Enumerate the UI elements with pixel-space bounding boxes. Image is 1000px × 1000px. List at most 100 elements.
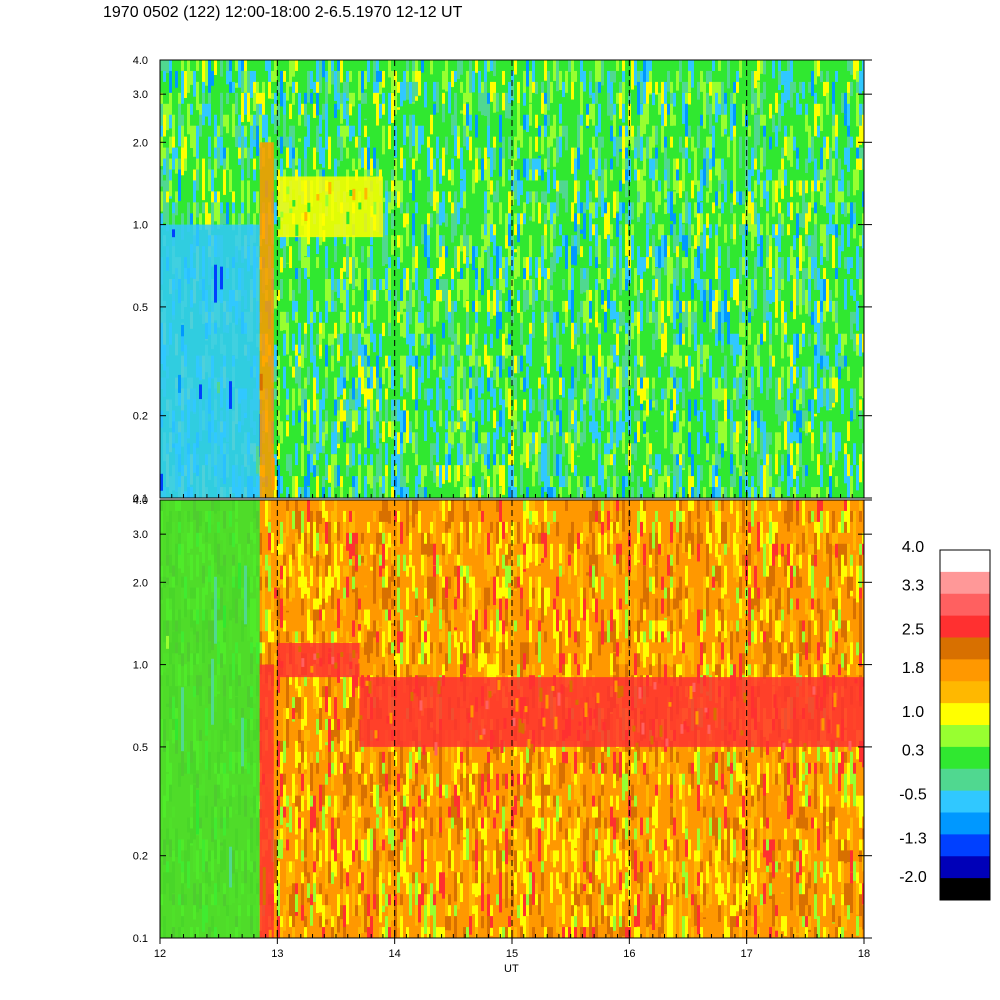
heatmap-cell	[277, 410, 280, 436]
heatmap-cell	[187, 202, 190, 232]
heatmap-cell	[487, 213, 490, 236]
heatmap-cell	[610, 465, 613, 491]
heatmap-cell	[790, 443, 793, 474]
heatmap-cell	[460, 289, 463, 309]
heatmap-cell	[853, 224, 856, 239]
heatmap-cell	[406, 300, 409, 315]
heatmap-cell	[454, 268, 457, 283]
heatmap-cell	[463, 443, 466, 476]
heatmap-cell	[373, 476, 376, 498]
heatmap-cell	[163, 60, 166, 82]
heatmap-cell	[847, 125, 850, 148]
heatmap-cell	[835, 487, 838, 498]
heatmap-cell	[826, 333, 829, 352]
heatmap-cell	[418, 487, 421, 498]
heatmap-cell	[646, 399, 649, 416]
heatmap-cell	[211, 191, 214, 208]
heatmap-cell	[847, 147, 850, 172]
heatmap-cell	[622, 136, 625, 163]
heatmap-cell	[739, 465, 742, 482]
heatmap-cell	[622, 246, 625, 261]
heatmap-cell	[274, 861, 277, 883]
heatmap-cell	[418, 377, 421, 400]
heatmap-cell	[697, 432, 700, 455]
heatmap-cell	[268, 60, 271, 92]
heatmap-cell	[313, 147, 316, 175]
heatmap-cell	[571, 289, 574, 322]
heatmap-cell	[673, 158, 676, 174]
heatmap-cell	[364, 70, 367, 90]
heatmap-cell	[319, 454, 322, 484]
heatmap-cell	[631, 60, 634, 90]
heatmap-cell	[622, 366, 625, 381]
heatmap-cell	[277, 81, 280, 103]
heatmap-cell	[718, 366, 721, 383]
heatmap-cell	[721, 103, 724, 125]
heatmap-cell	[337, 92, 340, 110]
heatmap-cell	[361, 344, 364, 376]
heatmap-cell	[733, 279, 736, 301]
heatmap-cell	[799, 443, 802, 468]
heatmap-cell	[562, 180, 565, 199]
heatmap-cell	[754, 180, 757, 199]
heatmap-cell	[739, 344, 742, 367]
heatmap-cell	[787, 344, 790, 357]
heatmap-cell	[697, 81, 700, 100]
heatmap-cell	[253, 125, 256, 140]
heatmap-cell	[748, 487, 751, 498]
heatmap-cell	[682, 279, 685, 293]
heatmap-cell	[535, 158, 538, 179]
heatmap-cell	[667, 213, 670, 226]
heatmap-cell	[301, 817, 304, 847]
heatmap-cell	[265, 576, 268, 588]
heatmap-cell	[580, 125, 583, 155]
heatmap-cell	[346, 211, 350, 225]
heatmap-cell	[607, 322, 610, 341]
heatmap-feature	[160, 224, 260, 498]
heatmap-cell	[385, 268, 388, 290]
heatmap-cell	[163, 92, 166, 113]
heatmap-cell	[334, 432, 337, 451]
heatmap-cell	[418, 70, 421, 96]
heatmap-cell	[283, 114, 286, 147]
heatmap-cell	[655, 191, 658, 213]
heatmap-cell	[295, 740, 298, 768]
heatmap-cell	[706, 158, 709, 188]
heatmap-cell	[772, 180, 775, 197]
heatmap-cell	[610, 322, 613, 342]
heatmap-cell	[694, 202, 697, 218]
heatmap-cell	[493, 279, 496, 293]
heatmap-cell	[445, 399, 448, 413]
heatmap-cell	[535, 344, 538, 361]
heatmap-cell	[730, 432, 733, 453]
heatmap-cell	[643, 147, 646, 176]
heatmap-cell	[457, 344, 460, 361]
heatmap-cell	[385, 180, 388, 200]
heatmap-cell	[295, 697, 298, 713]
heatmap-cell	[526, 487, 529, 498]
heatmap-cell	[379, 399, 382, 413]
heatmap-cell	[733, 344, 736, 366]
heatmap-cell	[553, 169, 556, 189]
heatmap-cell	[544, 158, 547, 172]
heatmap-cell	[781, 158, 784, 177]
heatmap-cell	[697, 421, 700, 436]
heatmap-cell	[799, 81, 802, 94]
heatmap-cell	[160, 169, 163, 187]
heatmap-cell	[799, 388, 802, 405]
heatmap-cell	[592, 202, 595, 219]
heatmap-cell	[796, 279, 799, 306]
heatmap-cell	[163, 180, 166, 211]
heatmap-cell	[301, 487, 304, 498]
heatmap-cell	[226, 147, 229, 171]
heatmap-cell	[721, 300, 724, 325]
heatmap-cell	[373, 366, 376, 396]
heatmap-cell	[331, 421, 334, 440]
heatmap-cell	[514, 136, 517, 161]
heatmap-cell	[394, 300, 397, 315]
heatmap-cell	[571, 322, 574, 350]
heatmap-cell	[811, 487, 814, 498]
heatmap-cell	[355, 268, 358, 280]
heatmap-cell	[697, 268, 700, 295]
heatmap-cell	[604, 213, 607, 239]
